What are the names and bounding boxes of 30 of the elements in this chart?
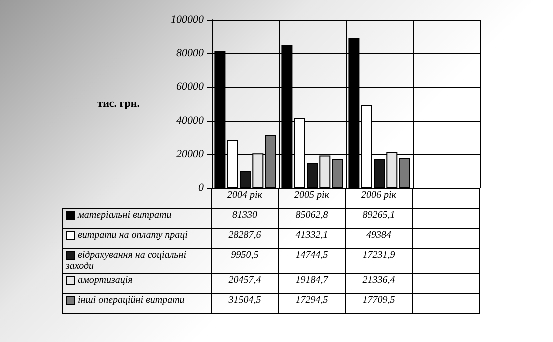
data-label: 17231,9 xyxy=(346,248,412,274)
data-label: 49384 xyxy=(346,228,412,248)
legend-label: амортизація xyxy=(62,274,212,294)
data-label: 85062,8 xyxy=(278,208,346,228)
x-tick-label: 2004 рік xyxy=(212,188,278,208)
y-tick-label: 0 xyxy=(198,182,204,194)
x-tick-label: 2005 рік xyxy=(278,188,346,208)
data-label: 17709,5 xyxy=(346,294,412,314)
data-label: 19184,7 xyxy=(278,274,346,294)
data-label: 20457,4 xyxy=(212,274,278,294)
data-label: 14744,5 xyxy=(278,248,346,274)
y-tick-label: 100000 xyxy=(171,14,204,26)
y-tick-label: 60000 xyxy=(176,81,204,94)
data-label: 28287,6 xyxy=(212,228,278,248)
y-tick-label: 40000 xyxy=(176,114,204,127)
y-tick-label: 20000 xyxy=(176,148,204,160)
legend-label: відрахування на соціальні заходи xyxy=(62,248,212,274)
legend-label: інші операційні витрати xyxy=(62,294,212,314)
legend-label: матеріальні витрати xyxy=(62,208,212,228)
data-label: 9950,5 xyxy=(212,248,278,274)
data-label: 41332,1 xyxy=(278,228,346,248)
data-label: 17294,5 xyxy=(278,294,346,314)
data-label: 81330 xyxy=(212,208,278,228)
legend-label: витрати на оплату праці xyxy=(62,228,212,248)
y-tick-label: 80000 xyxy=(176,48,204,60)
data-label: 21336,4 xyxy=(346,274,412,294)
y-axis-title: тис. грн. xyxy=(98,98,140,110)
data-label: 31504,5 xyxy=(212,294,278,314)
x-tick-label: 2006 рік xyxy=(346,188,412,208)
data-label: 89265,1 xyxy=(346,208,412,228)
